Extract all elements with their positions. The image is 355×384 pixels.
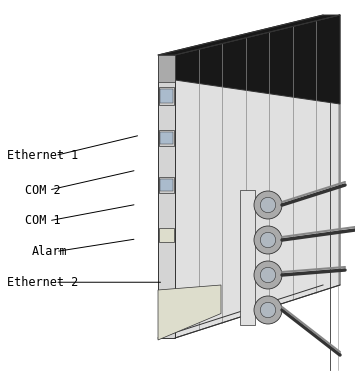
- Polygon shape: [160, 179, 173, 191]
- Circle shape: [254, 296, 282, 324]
- Circle shape: [254, 261, 282, 289]
- Polygon shape: [175, 15, 340, 104]
- Polygon shape: [158, 55, 175, 82]
- Polygon shape: [158, 285, 221, 340]
- Polygon shape: [159, 177, 174, 193]
- Polygon shape: [175, 15, 340, 338]
- Polygon shape: [160, 132, 173, 144]
- Polygon shape: [159, 130, 174, 146]
- Circle shape: [260, 267, 276, 283]
- Polygon shape: [240, 190, 255, 325]
- Text: Alarm: Alarm: [32, 245, 67, 258]
- Circle shape: [254, 191, 282, 219]
- Circle shape: [260, 302, 276, 318]
- Polygon shape: [159, 87, 174, 105]
- Text: COM 2: COM 2: [25, 184, 60, 197]
- Polygon shape: [158, 15, 340, 55]
- Text: Ethernet 2: Ethernet 2: [7, 276, 78, 289]
- Circle shape: [260, 197, 276, 213]
- Text: COM 1: COM 1: [25, 214, 60, 227]
- Text: Ethernet 1: Ethernet 1: [7, 149, 78, 162]
- Polygon shape: [158, 55, 175, 338]
- Polygon shape: [160, 89, 173, 103]
- Circle shape: [254, 226, 282, 254]
- Polygon shape: [159, 228, 174, 242]
- Circle shape: [260, 232, 276, 248]
